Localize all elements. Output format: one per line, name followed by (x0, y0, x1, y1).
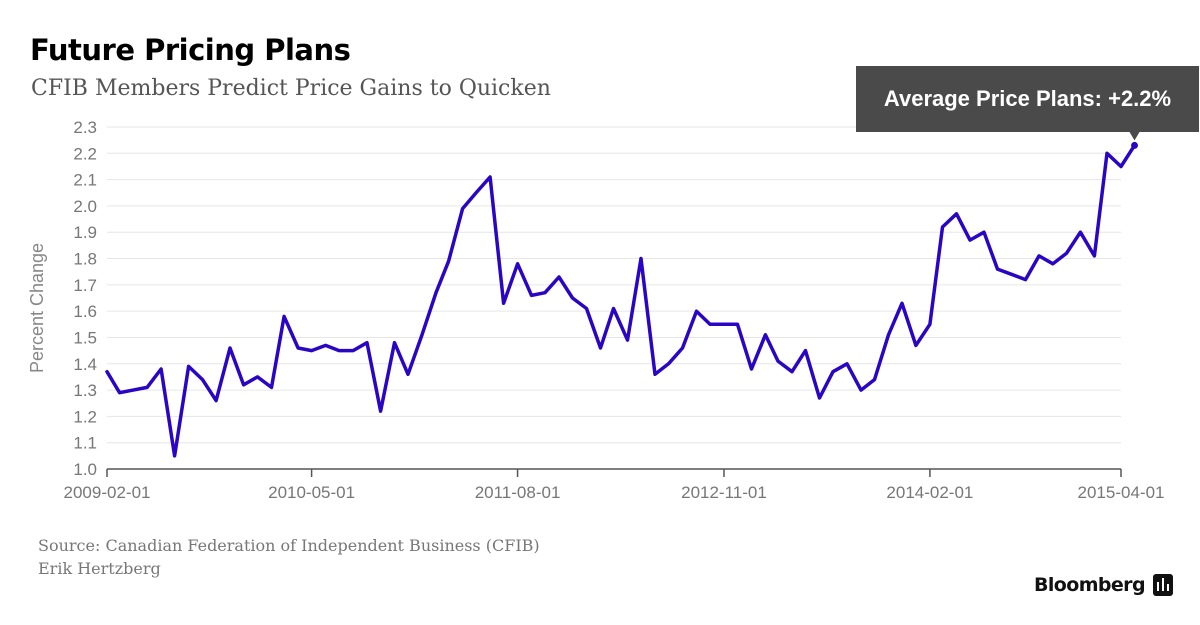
y-axis-ticks: 1.0 1.1 1.2 1.3 1.4 1.5 1.6 1.7 1.8 1.9 2.0 2.1 2.2 2… (73, 118, 97, 479)
author-text: Erik Hertzberg (38, 559, 161, 578)
y-tick-label: 2.2 (73, 144, 97, 163)
x-tick-label: 2009-02-01 (64, 483, 151, 502)
brand-name: Bloomberg (1034, 574, 1146, 596)
x-axis-ticks: 2009-02-01 2010-05-01 2011-08-01 2012-11-01… (64, 483, 1165, 502)
x-tick-label: 2010-05-01 (268, 483, 355, 502)
y-tick-label: 1.0 (73, 460, 97, 479)
y-tick-label: 1.5 (73, 328, 97, 347)
y-tick-label: 2.1 (73, 171, 97, 190)
x-tick-label: 2015-04-01 (1078, 483, 1165, 502)
x-tick-label: 2014-02-01 (886, 483, 973, 502)
x-tick-label: 2011-08-01 (475, 483, 561, 502)
y-tick-label: 1.9 (73, 223, 97, 242)
series-line (105, 143, 1137, 458)
y-tick-label: 1.8 (73, 250, 97, 269)
callout-annotation: Average Price Plans: +2.2% (856, 66, 1199, 132)
grid-lines (107, 126, 1121, 444)
brand-logo: Bloomberg (1034, 574, 1173, 596)
callout-pointer (1129, 132, 1140, 141)
y-tick-label: 1.7 (73, 276, 97, 295)
latest-data-point (1131, 141, 1139, 149)
y-axis-label: Percent Change (27, 243, 47, 373)
x-tick-label: 2012-11-01 (681, 483, 767, 502)
y-tick-label: 2.0 (73, 197, 97, 216)
terminal-chart-icon (1152, 574, 1173, 596)
y-tick-label: 1.1 (73, 434, 97, 453)
y-tick-label: 2.3 (73, 118, 97, 137)
y-tick-label: 1.3 (73, 381, 97, 400)
chart-subtitle: CFIB Members Predict Price Gains to Quic… (31, 76, 551, 101)
y-tick-label: 1.2 (73, 407, 97, 426)
x-axis (106, 468, 1122, 477)
chart-title: Future Pricing Plans (30, 33, 351, 67)
y-tick-label: 1.4 (73, 355, 97, 374)
source-text: Source: Canadian Federation of Independe… (38, 536, 540, 555)
y-tick-label: 1.6 (73, 302, 97, 321)
source-notes: Source: Canadian Federation of Independe… (38, 534, 540, 580)
